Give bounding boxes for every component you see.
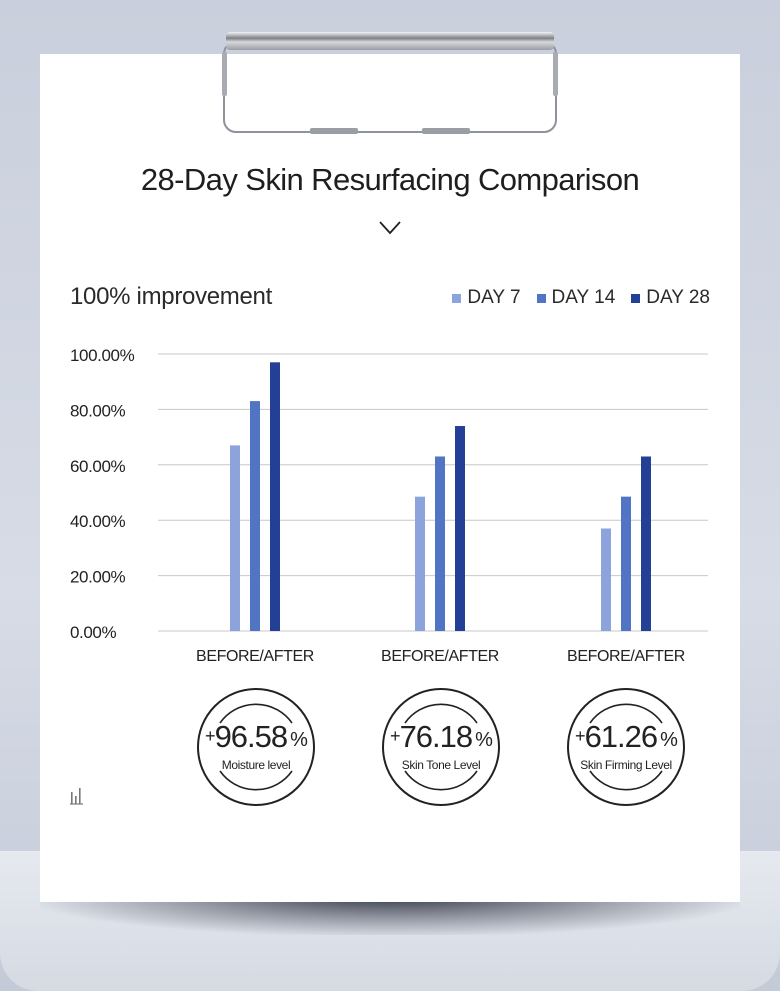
bar [230, 445, 240, 631]
legend-swatch-day14 [536, 293, 546, 303]
bar [415, 496, 425, 631]
legend-label-day7: DAY 7 [467, 287, 521, 308]
chart-legend: DAY 7 DAY 14 DAY 28 [452, 287, 710, 309]
stat-skin-firming: +61.26% Skin Firming Level [566, 687, 686, 807]
bar [621, 496, 631, 631]
stat-ring [197, 688, 315, 806]
bar [250, 401, 260, 631]
bar [601, 528, 611, 631]
stat-ring [567, 688, 685, 806]
bar [455, 426, 465, 631]
stat-unit: % [475, 729, 493, 751]
chevron-down-icon [379, 221, 401, 235]
chart-title: 100% improvement [70, 283, 272, 310]
stat-value: +96.58% [196, 719, 316, 755]
bar-chart: 0.00% 20.00% 40.00% 60.00% 80.00% 100.00% BEFO… [70, 346, 708, 665]
stat-sign: + [575, 726, 585, 746]
y-tick-label: 0.00% [70, 623, 116, 642]
y-tick-label: 80.00% [70, 401, 126, 420]
card [40, 54, 740, 902]
stat-label: Moisture level [221, 758, 291, 772]
legend-swatch-day7 [452, 293, 462, 303]
stat-number: 96.58 [214, 719, 289, 754]
legend-swatch-day28 [631, 293, 641, 303]
legend-item-day28: DAY 28 [631, 287, 710, 309]
stat-unit: % [290, 729, 308, 751]
stat-value: +61.26% [566, 719, 686, 755]
bar [270, 362, 280, 631]
stat-sign: + [205, 726, 215, 746]
bar-chart-icon [70, 788, 83, 805]
x-tick-label: BEFORE/AFTER [381, 648, 499, 665]
y-tick-label: 40.00% [70, 512, 126, 531]
y-tick-label: 100.00% [70, 346, 135, 365]
legend-item-day7: DAY 7 [452, 287, 521, 309]
stat-ring [382, 688, 500, 806]
stat-value: +76.18% [381, 719, 501, 755]
legend-item-day14: DAY 14 [536, 287, 616, 309]
x-tick-label: BEFORE/AFTER [196, 648, 314, 665]
stat-skin-tone: +76.18% Skin Tone Level [381, 687, 501, 807]
stat-unit: % [660, 729, 678, 751]
stat-number: 76.18 [399, 719, 474, 754]
bar [435, 456, 445, 631]
y-tick-label: 60.00% [70, 457, 126, 476]
stat-label: Skin Firming Level [580, 758, 672, 772]
x-tick-label: BEFORE/AFTER [567, 648, 685, 665]
stat-moisture: +96.58% Moisture level [196, 687, 316, 807]
legend-label-day14: DAY 14 [551, 287, 616, 308]
page-title: 28-Day Skin Resurfacing Comparison [140, 162, 640, 197]
y-tick-label: 20.00% [70, 568, 126, 587]
legend-label-day28: DAY 28 [646, 287, 710, 308]
stat-number: 61.26 [584, 719, 659, 754]
stat-label: Skin Tone Level [401, 758, 481, 772]
stat-sign: + [390, 726, 400, 746]
clipboard-clip-icon [222, 32, 558, 134]
bar [641, 456, 651, 631]
